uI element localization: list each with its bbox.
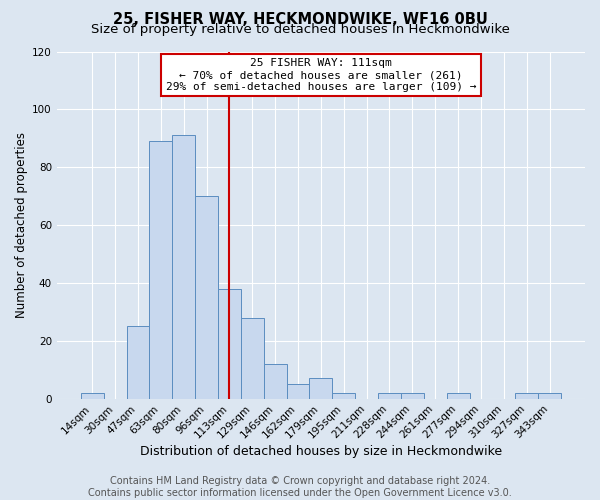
Text: Size of property relative to detached houses in Heckmondwike: Size of property relative to detached ho…	[91, 22, 509, 36]
Bar	[332, 393, 355, 398]
Bar	[149, 141, 172, 399]
Text: 25 FISHER WAY: 111sqm
← 70% of detached houses are smaller (261)
29% of semi-det: 25 FISHER WAY: 111sqm ← 70% of detached …	[166, 58, 476, 92]
Bar	[195, 196, 218, 398]
Text: 25, FISHER WAY, HECKMONDWIKE, WF16 0BU: 25, FISHER WAY, HECKMONDWIKE, WF16 0BU	[113, 12, 487, 28]
Bar	[515, 393, 538, 398]
Bar	[446, 393, 470, 398]
Bar	[264, 364, 287, 398]
Bar	[401, 393, 424, 398]
Bar	[81, 393, 104, 398]
Bar	[218, 288, 241, 399]
Y-axis label: Number of detached properties: Number of detached properties	[15, 132, 28, 318]
Bar	[241, 318, 264, 398]
Bar	[172, 136, 195, 398]
Bar	[127, 326, 149, 398]
X-axis label: Distribution of detached houses by size in Heckmondwike: Distribution of detached houses by size …	[140, 444, 502, 458]
Bar	[310, 378, 332, 398]
Bar	[378, 393, 401, 398]
Text: Contains HM Land Registry data © Crown copyright and database right 2024.
Contai: Contains HM Land Registry data © Crown c…	[88, 476, 512, 498]
Bar	[287, 384, 310, 398]
Bar	[538, 393, 561, 398]
